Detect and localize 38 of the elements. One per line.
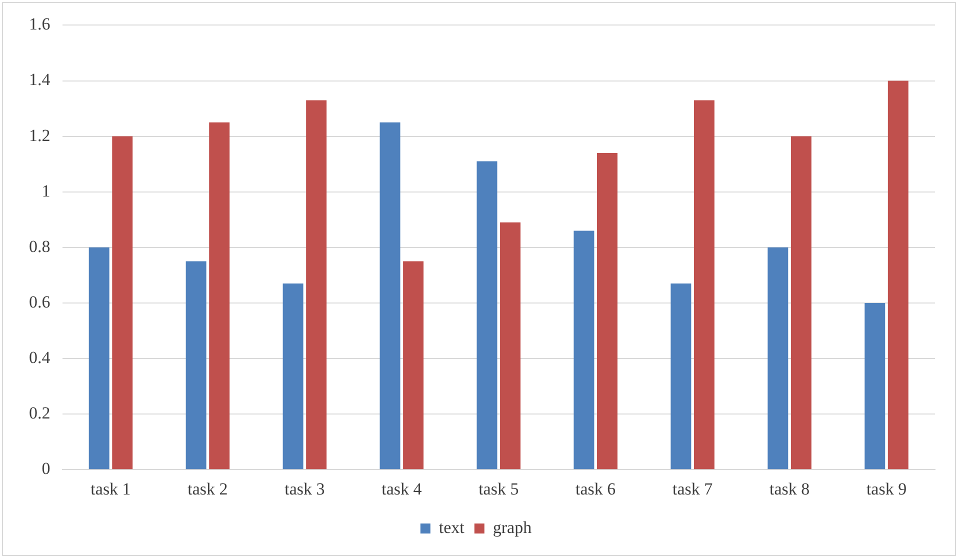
bar [186, 261, 206, 470]
x-tick-label: task 8 [769, 479, 810, 498]
bar [888, 80, 908, 470]
bar [596, 152, 618, 470]
bar [670, 284, 692, 470]
x-tick-label: task 2 [188, 479, 228, 498]
bar [282, 284, 304, 470]
y-tick-label: 0.8 [29, 236, 50, 256]
legend-label: graph [492, 518, 532, 537]
y-tick-label: 1.6 [29, 14, 50, 34]
bar [88, 247, 110, 470]
bar [768, 247, 788, 470]
bar [209, 122, 230, 470]
bar [403, 261, 424, 470]
y-tick-label: 1 [42, 181, 50, 200]
x-tick-label: task 9 [866, 479, 907, 498]
x-tick-label: task 7 [672, 479, 714, 498]
bar [574, 230, 594, 470]
bar [864, 302, 886, 470]
bar [476, 161, 498, 470]
y-tick-label: 0.2 [29, 404, 50, 423]
x-tick-label: task 4 [382, 479, 422, 498]
bar [694, 100, 714, 470]
x-tick-label: task 1 [90, 479, 131, 498]
bar [790, 136, 812, 470]
y-tick-label: 0.4 [29, 348, 51, 367]
y-tick-label: 0.6 [29, 292, 50, 312]
bar [112, 136, 133, 470]
legend-label: text [438, 518, 465, 537]
x-tick-label: task 5 [478, 479, 519, 498]
y-tick-label: 1.4 [29, 70, 51, 90]
x-tick-label: task 3 [284, 479, 325, 498]
x-tick-label: task 6 [576, 479, 616, 498]
bar [500, 222, 520, 470]
bar [306, 100, 327, 470]
bar [380, 122, 400, 470]
y-tick-label: 1.2 [29, 126, 50, 145]
y-tick-label: 0 [42, 459, 50, 478]
